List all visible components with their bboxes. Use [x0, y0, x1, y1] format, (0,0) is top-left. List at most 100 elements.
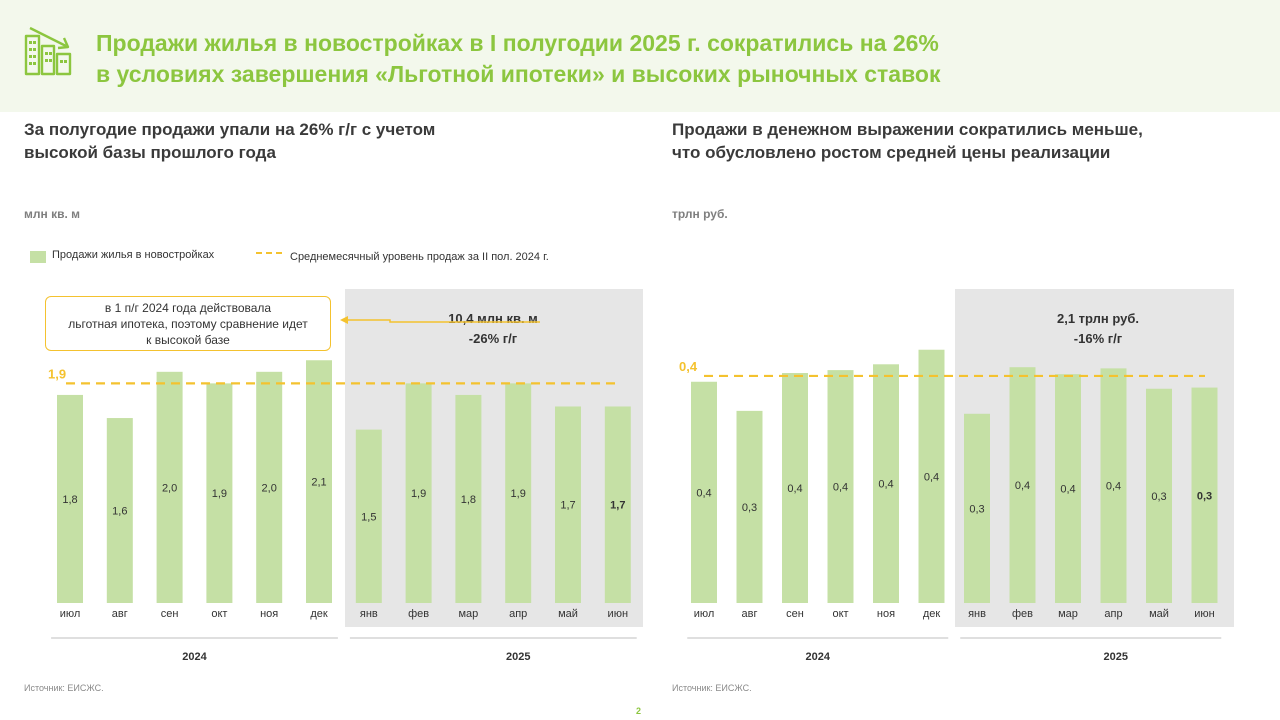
x-tick-label: апр — [509, 608, 527, 620]
year-group-label: 2025 — [506, 651, 530, 663]
bar-value-label: 1,5 — [361, 511, 376, 523]
x-tick-label: окт — [832, 608, 848, 620]
bar-дек — [918, 349, 945, 603]
x-tick-label: май — [1149, 608, 1169, 620]
bar-value-label: 0,4 — [924, 471, 939, 483]
right-subtitle-line1: Продажи в денежном выражении сократились… — [672, 120, 1143, 139]
bar-value-label: 1,6 — [112, 506, 127, 518]
x-tick-label: сен — [161, 608, 179, 620]
x-tick-label: апр — [1104, 608, 1122, 620]
legend-bar-swatch — [30, 251, 46, 263]
callout-line1: в 1 п/г 2024 года действовала — [104, 301, 272, 315]
x-tick-label: ноя — [877, 608, 895, 620]
bar-value-label: 1,7 — [610, 500, 625, 512]
bar-фев — [405, 383, 432, 603]
bar-value-label: 1,9 — [212, 488, 227, 500]
left-unit-label: млн кв. м — [24, 207, 81, 221]
year-group-label: 2024 — [806, 651, 831, 663]
annotation-change: -16% г/г — [1074, 331, 1123, 346]
bar-июн — [1191, 387, 1218, 603]
right-chart-subtitle: Продажи в денежном выражении сократились… — [672, 118, 1272, 164]
bar-июн — [604, 406, 631, 603]
shaded-2025-area — [345, 289, 643, 627]
bar-янв — [964, 413, 990, 603]
x-tick-label: сен — [786, 608, 804, 620]
bar-окт — [827, 370, 854, 603]
x-tick-label: авг — [742, 608, 758, 620]
bar-май — [1146, 388, 1172, 603]
page-title-line1: Продажи жилья в новостройках в I полугод… — [96, 30, 939, 56]
bar-value-label: 1,8 — [62, 494, 77, 506]
x-tick-label: янв — [968, 608, 986, 620]
x-tick-label: мар — [458, 608, 478, 620]
right-unit-label: трлн руб. — [672, 207, 728, 221]
bar-value-label: 0,3 — [1151, 491, 1166, 503]
bar-апр — [505, 383, 532, 603]
annotation-total: 2,1 трлн руб. — [1057, 311, 1139, 326]
x-tick-label: июл — [694, 608, 715, 620]
legend-dash-label: Среднемесячный уровень продаж за II пол.… — [290, 251, 549, 263]
legend-dash-swatch — [256, 252, 282, 254]
callout-note: в 1 п/г 2024 года действовала льготная и… — [45, 296, 331, 351]
reference-line-label: 0,4 — [679, 359, 698, 374]
shaded-2025-area — [955, 289, 1234, 627]
x-tick-label: ноя — [260, 608, 278, 620]
bar-value-label: 0,3 — [969, 503, 984, 515]
bar-май — [555, 406, 581, 603]
legend-bar-label: Продажи жилья в новостройках — [52, 249, 215, 261]
callout-connector-line — [346, 319, 540, 323]
page-title-line2: в условиях завершения «Льготной ипотеки»… — [96, 61, 941, 87]
bar-value-label: 2,0 — [262, 482, 277, 494]
bar-авг — [106, 418, 133, 603]
bar-value-label: 1,7 — [560, 500, 575, 512]
bar-сен — [782, 373, 808, 603]
x-tick-label: дек — [923, 608, 941, 620]
buildings-decline-icon — [24, 26, 72, 76]
bar-value-label: 0,4 — [1060, 484, 1075, 496]
bar-value-label: 1,9 — [511, 488, 526, 500]
bar-ноя — [256, 371, 283, 603]
bar-value-label: 0,3 — [742, 502, 757, 514]
bar-value-label: 0,4 — [1015, 480, 1030, 492]
bar-июл — [57, 394, 83, 603]
left-subtitle-line2: высокой базы прошлого года — [24, 143, 276, 162]
bar-value-label: 0,4 — [878, 479, 893, 491]
bar-янв — [355, 429, 382, 603]
x-tick-label: янв — [360, 608, 378, 620]
x-tick-label: фев — [408, 608, 429, 620]
callout-line2: льготная ипотека, поэтому сравнение идет — [68, 317, 308, 331]
bar-авг — [736, 410, 763, 603]
left-source-note: Источник: ЕИСЖС. — [24, 683, 104, 693]
reference-line-label: 1,9 — [48, 366, 66, 381]
bar-ноя — [873, 364, 899, 603]
left-chart-subtitle: За полугодие продажи упали на 26% г/г с … — [24, 118, 624, 164]
year-group-label: 2025 — [1104, 651, 1128, 663]
x-tick-label: авг — [112, 608, 128, 620]
annotation-change: -26% г/г — [469, 331, 518, 346]
header-band — [0, 0, 1280, 112]
bar-мар — [455, 394, 482, 603]
bar-value-label: 2,1 — [311, 477, 326, 489]
left-subtitle-line1: За полугодие продажи упали на 26% г/г с … — [24, 120, 436, 139]
bar-value-label: 2,0 — [162, 482, 177, 494]
x-tick-label: июн — [1194, 608, 1214, 620]
callout-line3: к высокой базе — [146, 333, 230, 347]
bar-value-label: 0,4 — [696, 487, 711, 499]
page-number: 2 — [636, 706, 642, 716]
bar-мар — [1055, 374, 1081, 603]
x-tick-label: июн — [608, 608, 628, 620]
bar-июл — [691, 381, 717, 603]
bar-value-label: 1,8 — [461, 494, 476, 506]
bar-окт — [206, 383, 233, 603]
bar-апр — [1100, 368, 1127, 603]
right-source-note: Источник: ЕИСЖС. — [672, 683, 752, 693]
bar-сен — [156, 371, 183, 603]
x-tick-label: окт — [211, 608, 227, 620]
bar-value-label: 0,4 — [1106, 481, 1121, 493]
bar-value-label: 1,9 — [411, 488, 426, 500]
bar-фев — [1009, 367, 1036, 603]
x-tick-label: май — [558, 608, 578, 620]
right-subtitle-line2: что обусловлено ростом средней цены реал… — [672, 143, 1111, 162]
bar-value-label: 0,3 — [1197, 490, 1212, 502]
